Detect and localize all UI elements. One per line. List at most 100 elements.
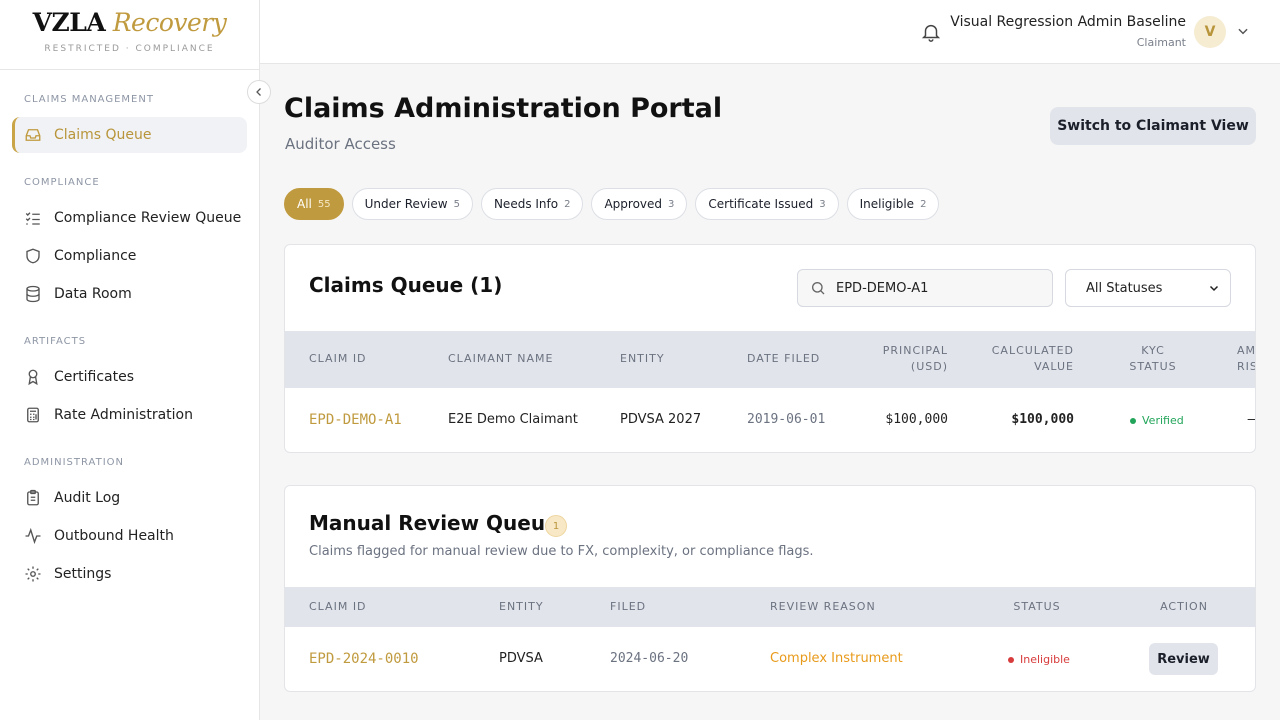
claim-id-link[interactable]: EPD-2024-0010: [309, 651, 419, 667]
entity: PDVSA 2027: [620, 412, 702, 427]
search-icon: [812, 282, 825, 295]
filter-pill-count: 55: [317, 198, 331, 210]
filter-pill-count: 3: [819, 198, 826, 210]
database-icon: [26, 285, 40, 303]
filter-pill-needs-info[interactable]: Needs Info 2: [480, 188, 584, 220]
filter-pill-certificate-issued[interactable]: Certificate Issued 3: [695, 188, 839, 220]
claims-search: [797, 269, 1053, 307]
claims-queue-card: Claims Queue (1) All Statuses CLAIM ID C…: [284, 244, 1256, 453]
filter-pill-all[interactable]: All 55: [284, 188, 344, 220]
gear-icon: [25, 566, 41, 582]
column-header: CLAIM ID: [309, 352, 367, 365]
sidebar-item-compliance[interactable]: Compliance: [12, 238, 247, 274]
bell-icon[interactable]: [920, 20, 942, 44]
sidebar-item-label: Compliance: [54, 248, 137, 264]
aml-risk: —: [1247, 412, 1255, 427]
top-bar: Visual Regression Admin Baseline Claiman…: [260, 0, 1280, 64]
sidebar-collapse-button[interactable]: [247, 80, 271, 104]
chevron-down-icon[interactable]: [1236, 24, 1250, 38]
chevron-down-icon: [1209, 285, 1219, 292]
filter-pill-ineligible[interactable]: Ineligible 2: [846, 188, 940, 220]
manual-review-queue-card: Manual Review Queue 1 Claims flagged for…: [284, 485, 1256, 692]
sidebar-item-rate-administration[interactable]: Rate Administration: [12, 397, 247, 433]
clipboard-icon: [27, 489, 39, 506]
sidebar-item-certificates[interactable]: Certificates: [12, 359, 247, 395]
brand-tagline: RESTRICTED · COMPLIANCE: [44, 44, 215, 54]
sidebar-item-label: Data Room: [54, 286, 132, 302]
sidebar-item-label: Compliance Review Queue: [54, 210, 242, 226]
filter-pill-label: Certificate Issued: [708, 197, 814, 211]
table-row[interactable]: EPD-2024-0010 PDVSA 2024-06-20 Complex I…: [285, 627, 1255, 691]
user-role: Claimant: [1136, 36, 1186, 49]
status-select[interactable]: All Statuses: [1065, 269, 1231, 307]
activity-icon: [25, 527, 41, 545]
sidebar-item-data-room[interactable]: Data Room: [12, 276, 247, 312]
manual-review-title: Manual Review Queue: [309, 511, 559, 535]
user-name[interactable]: Visual Regression Admin Baseline: [950, 14, 1186, 30]
filter-pill-label: Ineligible: [859, 197, 915, 211]
sidebar: VZLA Recovery RESTRICTED · COMPLIANCE CL…: [0, 0, 260, 720]
status-label: Ineligible: [1020, 653, 1070, 666]
filter-pill-label: Under Review: [364, 197, 448, 211]
nav-section-claims-management: CLAIMS MANAGEMENT: [24, 94, 154, 105]
nav-section-compliance: COMPLIANCE: [24, 177, 100, 188]
column-header: REVIEW REASON: [770, 600, 876, 613]
column-header: ACTION: [1160, 600, 1208, 613]
entity: PDVSA: [499, 651, 543, 666]
shield-icon: [26, 248, 40, 264]
sidebar-item-settings[interactable]: Settings: [12, 556, 247, 592]
filter-pill-label: All: [297, 197, 312, 211]
column-header: FILED: [610, 600, 647, 613]
sidebar-item-label: Certificates: [54, 369, 135, 385]
filter-pill-count: 5: [453, 198, 460, 210]
filter-pill-approved[interactable]: Approved 3: [591, 188, 688, 220]
filter-pill-count: 3: [668, 198, 675, 210]
nav-section-artifacts: ARTIFACTS: [24, 336, 87, 347]
review-button[interactable]: Review: [1149, 643, 1218, 675]
manual-review-description: Claims flagged for manual review due to …: [309, 544, 814, 559]
column-header: AM RIS: [1237, 344, 1256, 373]
filter-pill-under-review[interactable]: Under Review 5: [351, 188, 473, 220]
inbox-icon: [25, 129, 41, 141]
list-check-icon: [25, 212, 40, 225]
column-header: DATE FILED: [747, 352, 821, 365]
column-header: CLAIM ID: [309, 600, 367, 613]
sidebar-item-label: Rate Administration: [54, 407, 193, 423]
claimant-name: E2E Demo Claimant: [448, 412, 578, 427]
manual-review-table-header: CLAIM ID ENTITY FILED REVIEW REASON STAT…: [285, 587, 1255, 627]
manual-review-count-badge: 1: [545, 515, 567, 537]
brand-name-primary: VZLA: [32, 8, 106, 37]
principal-usd: $100,000: [885, 412, 948, 427]
column-header: ENTITY: [620, 352, 665, 365]
sidebar-item-compliance-review-queue[interactable]: Compliance Review Queue: [12, 200, 247, 236]
sidebar-item-label: Audit Log: [54, 490, 121, 506]
sidebar-item-label: Settings: [54, 566, 112, 582]
chevron-left-icon: [256, 88, 261, 96]
claims-queue-title: Claims Queue (1): [309, 273, 503, 297]
avatar[interactable]: V: [1194, 16, 1226, 48]
calculator-icon: [27, 407, 39, 423]
filter-pill-count: 2: [920, 198, 927, 210]
page-title: Claims Administration Portal: [284, 93, 723, 124]
kyc-status-badge: Verified: [1130, 414, 1184, 427]
search-input[interactable]: [836, 280, 1036, 296]
sidebar-item-audit-log[interactable]: Audit Log: [12, 480, 247, 516]
brand-name-secondary: Recovery: [112, 8, 227, 37]
sidebar-item-label: Claims Queue: [54, 127, 152, 143]
filter-pill-count: 2: [564, 198, 571, 210]
switch-to-claimant-view-button[interactable]: Switch to Claimant View: [1050, 107, 1256, 145]
kyc-status-label: Verified: [1142, 414, 1184, 427]
brand-logo[interactable]: VZLA Recovery RESTRICTED · COMPLIANCE: [0, 0, 259, 70]
filed-date: 2024-06-20: [610, 651, 689, 666]
award-icon: [28, 369, 38, 386]
sidebar-item-label: Outbound Health: [54, 528, 174, 544]
sidebar-item-outbound-health[interactable]: Outbound Health: [12, 518, 247, 554]
claim-id-link[interactable]: EPD-DEMO-A1: [309, 412, 402, 428]
filter-pill-label: Needs Info: [493, 197, 559, 211]
column-header: PRINCIPAL (USD): [882, 344, 948, 373]
status-select-value: All Statuses: [1086, 280, 1163, 296]
sidebar-item-claims-queue[interactable]: Claims Queue: [12, 117, 247, 153]
status-badge: Ineligible: [1008, 653, 1070, 666]
column-header: ENTITY: [499, 600, 544, 613]
table-row[interactable]: EPD-DEMO-A1 E2E Demo Claimant PDVSA 2027…: [285, 388, 1255, 452]
